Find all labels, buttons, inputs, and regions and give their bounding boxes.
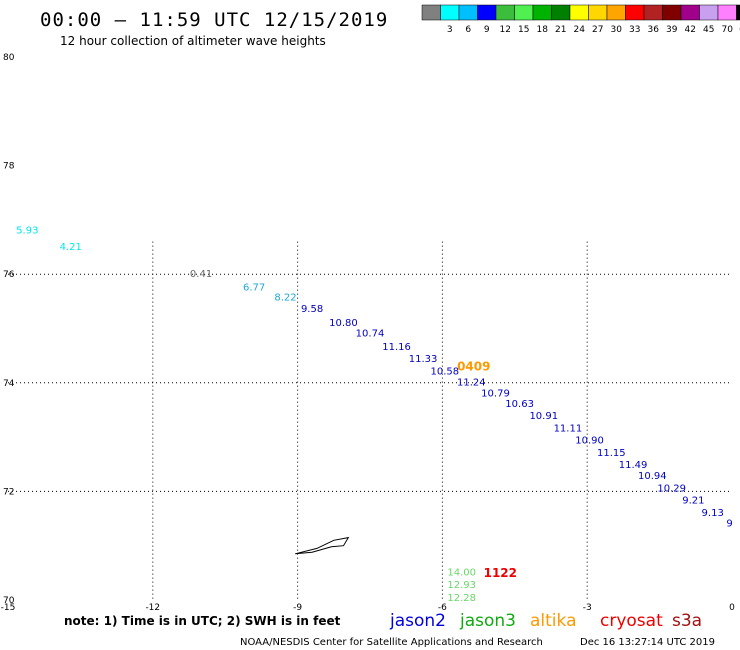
wave-height-label: 9.58: [301, 304, 323, 315]
wave-height-label: 10.29: [657, 483, 686, 494]
y-tick-label: 72: [3, 487, 14, 497]
chart-subtitle: 12 hour collection of altimeter wave hei…: [60, 34, 326, 48]
legend-swatch: [625, 4, 645, 21]
x-tick-label: -12: [145, 603, 160, 613]
wave-height-label: 9.13: [702, 508, 724, 519]
wave-height-label: 0.41: [190, 269, 212, 280]
coastline: [295, 536, 350, 555]
legend-swatch: [643, 4, 663, 21]
y-tick-label: 78: [3, 162, 15, 172]
wave-height-label: 12.93: [447, 580, 476, 591]
y-tick-label: 80: [3, 53, 15, 63]
legend-level-label: 6: [465, 25, 471, 35]
legend-swatch: [569, 4, 589, 21]
legend-level-label: 45: [703, 25, 714, 35]
y-tick-label: 70: [3, 596, 15, 606]
legend-level-label: 70: [722, 25, 734, 35]
y-tick-label: 76: [3, 270, 15, 280]
pass-time-label: 1122: [484, 566, 517, 580]
wave-height-label: 10.63: [505, 399, 534, 410]
footer-note: note: 1) Time is in UTC; 2) SWH is in fe…: [64, 614, 341, 628]
legend-swatch: [532, 4, 552, 21]
wave-height-labels: 5.934.210.416.778.229.5810.8010.7411.161…: [16, 225, 733, 604]
wave-height-label: 11.24: [457, 378, 486, 389]
legend-swatch: [606, 4, 626, 21]
wave-height-label: 11.15: [597, 448, 626, 459]
legend-level-label: 30: [611, 25, 623, 35]
wave-height-label: 6.77: [243, 282, 265, 293]
wave-height-label: 10.58: [430, 367, 459, 378]
legend-swatch: [514, 4, 534, 21]
legend-level-label: 15: [518, 25, 529, 35]
legend-swatch: [495, 4, 515, 21]
wave-height-label: 12.28: [447, 593, 476, 604]
legend-swatch: [680, 4, 700, 21]
satellite-jason2: jason2: [389, 611, 446, 631]
wave-height-label: 10.80: [329, 318, 358, 329]
wave-height-label: 10.74: [356, 329, 385, 340]
y-tick-label: 74: [3, 379, 15, 389]
legend-swatch: [662, 4, 682, 21]
wave-height-label: 10.79: [481, 388, 510, 399]
x-tick-label: -3: [583, 603, 592, 613]
pass-time-label: 0409: [457, 359, 490, 373]
legend-level-label: 42: [685, 25, 696, 35]
legend-swatch: [458, 4, 478, 21]
legend-level-label: 36: [648, 25, 660, 35]
pass-time-labels: 0409 1122: [457, 359, 517, 580]
legend-swatch: [736, 4, 740, 21]
satellite-cryosat: cryosat: [600, 611, 663, 631]
wave-height-label: 10.90: [575, 436, 604, 447]
footer-timestamp: Dec 16 13:27:14 UTC 2019: [580, 637, 715, 648]
legend-swatch: [477, 4, 497, 21]
legend-level-label: 12: [500, 25, 511, 35]
legend-level-label: (ft): [739, 25, 740, 35]
legend-swatch: [699, 4, 719, 21]
wave-height-label: 10.94: [638, 471, 667, 482]
legend-level-label: 24: [574, 25, 586, 35]
legend-level-label: 9: [484, 25, 490, 35]
wave-height-label: 11.49: [619, 460, 648, 471]
satellite-altika: altika: [530, 611, 577, 631]
satellite-jason3: jason3: [459, 611, 516, 631]
legend-level-label: 39: [666, 25, 678, 35]
wave-height-label: 10.91: [529, 411, 558, 422]
coastline-outline: [295, 536, 350, 555]
legend-level-label: 33: [629, 25, 640, 35]
legend-level-label: 18: [537, 25, 549, 35]
legend-swatch: [551, 4, 571, 21]
wave-height-label: 11.11: [554, 424, 583, 435]
footer-credit: NOAA/NESDIS Center for Satellite Applica…: [240, 637, 543, 648]
legend-level-label: 3: [447, 25, 453, 35]
axes: -15 -12 -9 -6 -3 0 70 72 74 76 78 80: [1, 53, 735, 613]
x-tick-label: -9: [293, 603, 302, 613]
legend-swatch: [421, 4, 441, 21]
x-tick-label: -6: [438, 603, 447, 613]
satellite-legend: jason2 jason3 altika cryosat s3a: [389, 611, 702, 631]
wave-height-label: 11.16: [382, 342, 411, 353]
wave-height-label: 8.22: [274, 292, 296, 303]
wave-height-label: 4.21: [60, 242, 82, 253]
x-tick-label: 0: [729, 603, 735, 613]
legend-swatch: [717, 4, 737, 21]
legend-level-label: 27: [592, 25, 603, 35]
x-tick-label: -15: [1, 603, 16, 613]
chart-title: 00:00 – 11:59 UTC 12/15/2019: [40, 9, 388, 31]
wave-height-label: 14.00: [447, 568, 476, 579]
legend-swatch: [588, 4, 608, 21]
wave-height-label: 9: [726, 519, 732, 530]
legend-swatch: [440, 4, 460, 21]
legend-level-label: 21: [555, 25, 566, 35]
grid-lines: [8, 241, 732, 600]
wave-height-label: 9.21: [682, 495, 704, 506]
wave-height-label: 11.33: [409, 354, 438, 365]
satellite-s3a: s3a: [672, 611, 702, 631]
wave-height-label: 5.93: [16, 225, 38, 236]
